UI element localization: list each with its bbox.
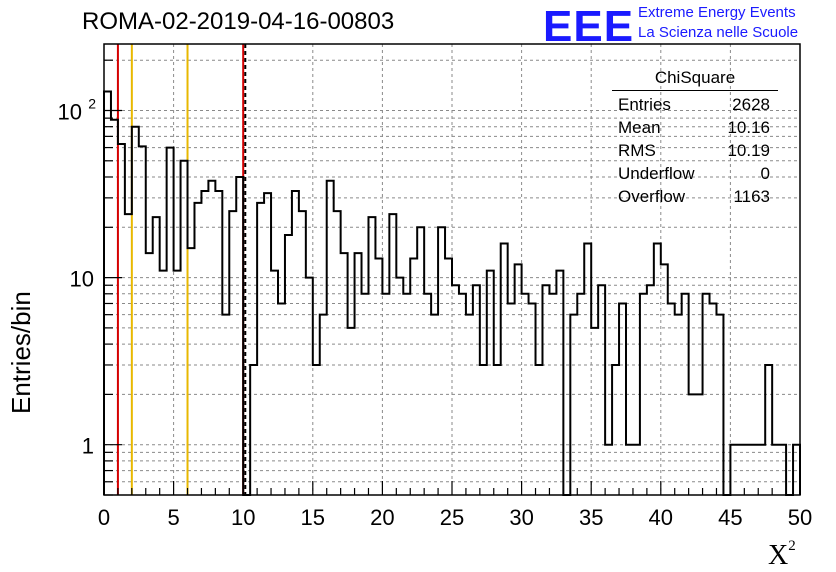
grid-lines — [104, 44, 800, 495]
histogram-bin — [452, 285, 459, 495]
y-tick-label: 10 — [70, 267, 94, 292]
stats-row-rms: RMS 10.19 — [618, 140, 770, 160]
histogram-outline — [103, 90, 801, 496]
histogram-bin — [591, 328, 598, 495]
histogram-bin — [584, 243, 591, 495]
histogram-bin — [473, 285, 480, 495]
histogram-bin — [675, 315, 682, 495]
histogram-bin — [320, 315, 327, 495]
histogram-bin — [348, 328, 355, 495]
stats-row-mean: Mean 10.16 — [618, 117, 770, 137]
histogram-series — [103, 90, 801, 496]
histogram-bin — [250, 365, 257, 495]
stats-row-entries: Entries 2628 — [618, 94, 770, 114]
histogram-bin — [208, 181, 215, 495]
histogram-bin — [167, 148, 174, 495]
histogram-bin — [654, 243, 661, 495]
x-tick-label: 40 — [649, 505, 673, 530]
x-tick-label: 45 — [718, 505, 742, 530]
histogram-bin — [619, 303, 626, 495]
histogram-bin — [118, 144, 125, 495]
x-tick-label: 25 — [440, 505, 464, 530]
histogram-bin — [327, 181, 334, 495]
histogram-bin — [480, 365, 487, 495]
histogram-bin — [542, 285, 549, 495]
histogram-bin — [194, 203, 201, 495]
x-tick-label: 35 — [579, 505, 603, 530]
histogram-bin — [355, 253, 362, 495]
histogram-bin — [396, 278, 403, 495]
x-tick-label: 10 — [231, 505, 255, 530]
histogram-bin — [466, 315, 473, 495]
x-tick-label: 30 — [509, 505, 533, 530]
histogram-bin — [278, 303, 285, 495]
axes: 0 5 10 15 20 25 30 35 40 45 50 1 10 10 2 — [58, 43, 812, 530]
stats-title: ChiSquare — [612, 68, 778, 91]
histogram-bin — [494, 365, 501, 495]
histogram-bin — [132, 127, 139, 495]
histogram-bin — [438, 227, 445, 495]
histogram-bin — [417, 227, 424, 495]
histogram-bin — [368, 217, 375, 495]
histogram-bin — [716, 315, 723, 495]
x-tick-label: 20 — [370, 505, 394, 530]
plot-title: ROMA-02-2019-04-16-00803 — [82, 8, 395, 35]
y-tick-label-exponent: 2 — [88, 95, 96, 111]
histogram-bin — [529, 303, 536, 495]
histogram-bin — [501, 243, 508, 495]
histogram-bin — [612, 365, 619, 495]
logo-line-2: La Scienza nelle Scuole — [638, 24, 799, 41]
histogram-bin — [222, 315, 229, 495]
histogram-bin — [313, 365, 320, 495]
x-tick-label: 5 — [167, 505, 179, 530]
histogram-bin — [139, 146, 146, 495]
histogram-bin — [389, 214, 396, 495]
histogram-bin — [257, 203, 264, 495]
eee-logo: EEE — [543, 2, 635, 51]
histogram-bin — [125, 214, 132, 495]
histogram-bin — [570, 315, 577, 495]
histogram-bin — [765, 365, 772, 495]
histogram-bin — [236, 177, 243, 495]
y-axis-label: Entries/bin — [6, 291, 36, 414]
histogram-bin — [536, 365, 543, 495]
histogram-bin — [341, 253, 348, 495]
stats-row-underflow: Underflow 0 — [618, 163, 770, 183]
histogram-bin — [668, 303, 675, 495]
histogram-bin — [710, 303, 717, 495]
histogram-bin — [153, 217, 160, 495]
stats-row-overflow: Overflow 1163 — [618, 186, 770, 206]
x-tick-label: 50 — [788, 505, 812, 530]
logo-line-1: Extreme Energy Events — [638, 4, 796, 21]
histogram-bin — [292, 191, 299, 495]
histogram-bin — [306, 278, 313, 495]
y-tick-label: 10 — [58, 99, 82, 124]
histogram-bin — [508, 303, 515, 495]
x-tick-label: 15 — [301, 505, 325, 530]
stats-box: ChiSquare Entries 2628 Mean 10.16 RMS 10.19… — [612, 68, 778, 208]
histogram-bin — [431, 315, 438, 495]
histogram-bin — [146, 253, 153, 495]
x-axis-label: X2 — [768, 538, 796, 571]
x-tick-label: 0 — [98, 505, 110, 530]
y-tick-label: 1 — [82, 434, 94, 459]
histogram-bin — [215, 191, 222, 495]
histogram-bin — [598, 285, 605, 495]
histogram-bin — [201, 191, 208, 495]
histogram-bin — [647, 285, 654, 495]
histogram-bin — [111, 120, 118, 495]
threshold-lines — [116, 44, 247, 495]
